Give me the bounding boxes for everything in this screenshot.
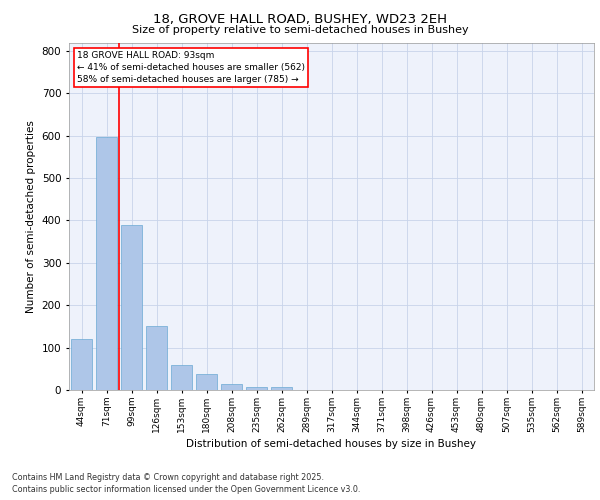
X-axis label: Distribution of semi-detached houses by size in Bushey: Distribution of semi-detached houses by … xyxy=(187,439,476,449)
Bar xyxy=(246,388,267,390)
Bar xyxy=(146,326,167,390)
Y-axis label: Number of semi-detached properties: Number of semi-detached properties xyxy=(26,120,36,312)
Bar xyxy=(221,384,242,390)
Bar xyxy=(71,339,92,390)
Bar xyxy=(171,364,192,390)
Text: Contains HM Land Registry data © Crown copyright and database right 2025.: Contains HM Land Registry data © Crown c… xyxy=(12,472,324,482)
Text: Contains public sector information licensed under the Open Government Licence v3: Contains public sector information licen… xyxy=(12,485,361,494)
Text: Size of property relative to semi-detached houses in Bushey: Size of property relative to semi-detach… xyxy=(131,25,469,35)
Bar xyxy=(196,374,217,390)
Bar xyxy=(271,388,292,390)
Bar xyxy=(121,224,142,390)
Text: 18 GROVE HALL ROAD: 93sqm
← 41% of semi-detached houses are smaller (562)
58% of: 18 GROVE HALL ROAD: 93sqm ← 41% of semi-… xyxy=(77,51,305,84)
Bar xyxy=(96,137,117,390)
Text: 18, GROVE HALL ROAD, BUSHEY, WD23 2EH: 18, GROVE HALL ROAD, BUSHEY, WD23 2EH xyxy=(153,12,447,26)
